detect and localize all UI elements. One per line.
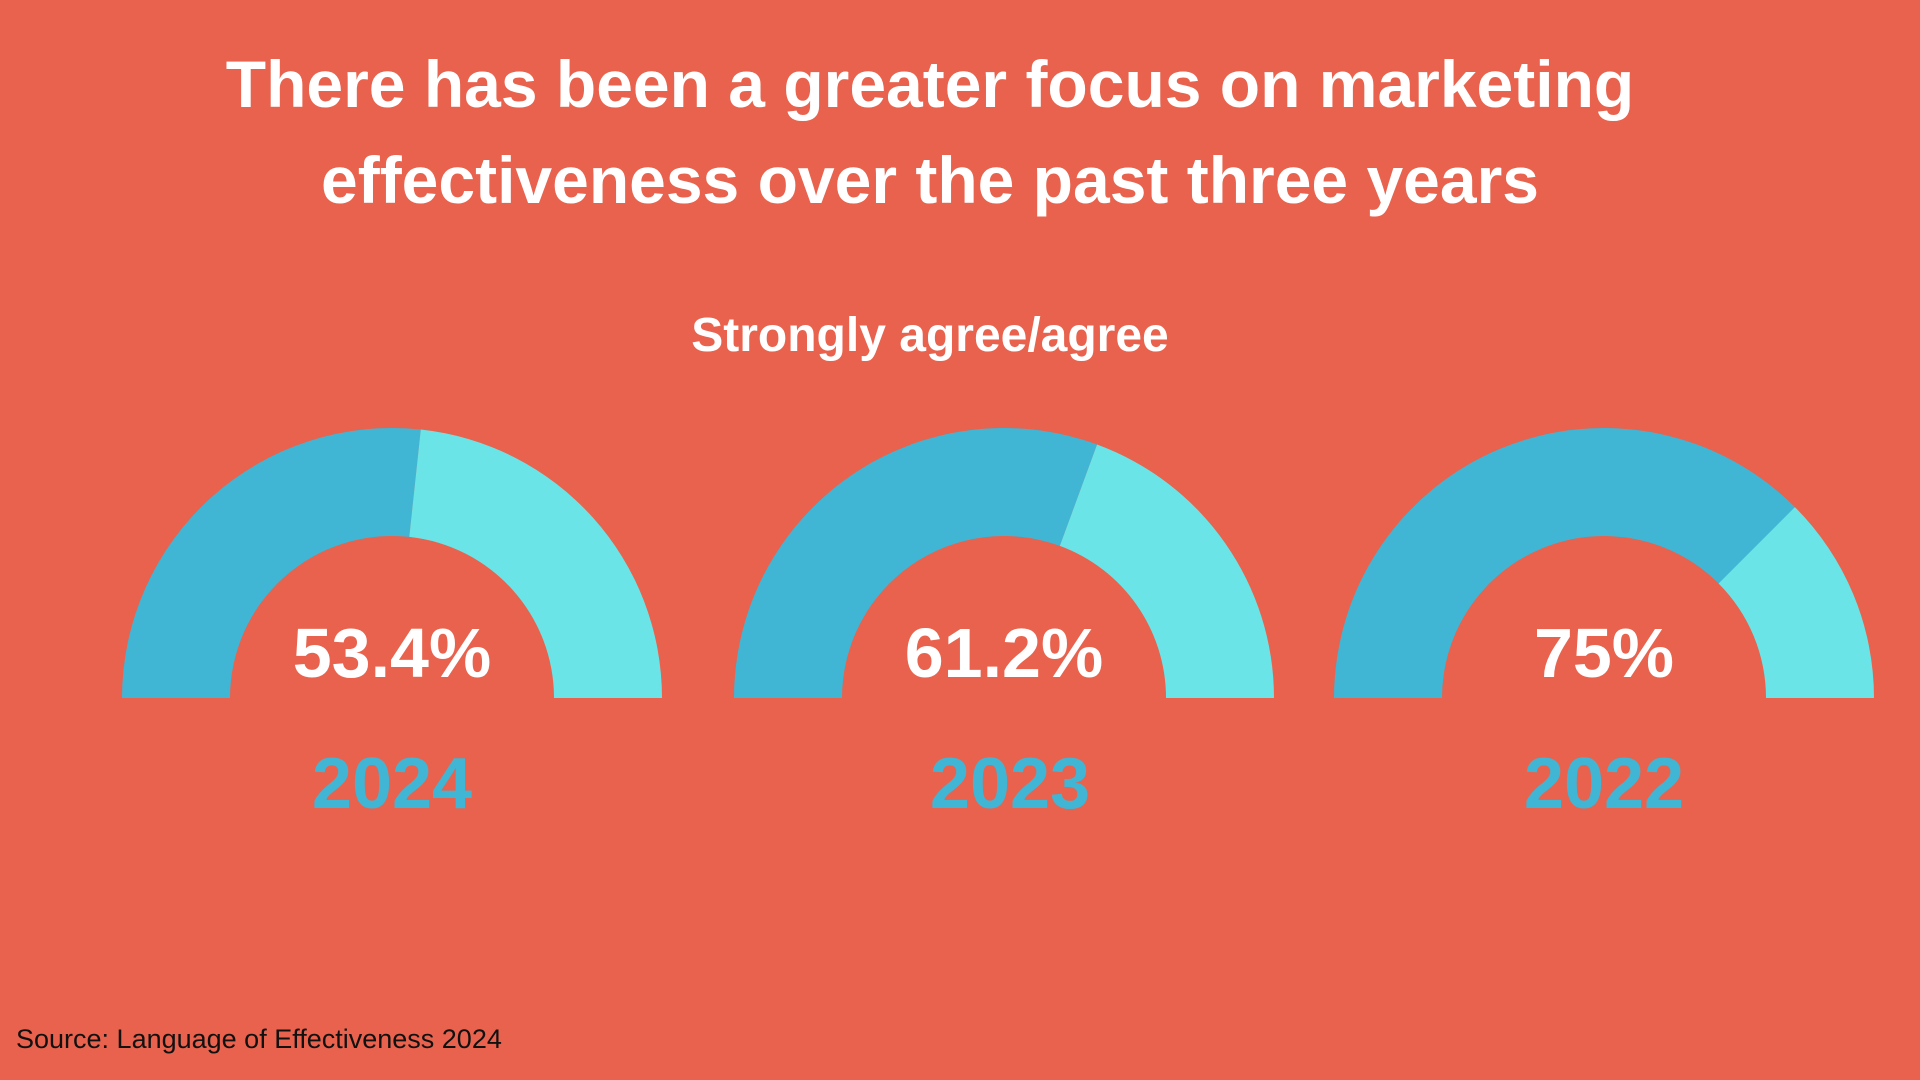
gauge-year-label: 2024 xyxy=(312,744,472,824)
gauge-value-label: 75% xyxy=(1534,614,1674,692)
gauge-year-label: 2022 xyxy=(1524,744,1684,824)
chart-subtitle: Strongly agree/agree xyxy=(691,309,1169,362)
gauge-remaining-arc xyxy=(1059,444,1274,698)
chart-title: There has been a greater focus on market… xyxy=(225,47,1635,217)
source-note: Source: Language of Effectiveness 2024 xyxy=(16,1024,502,1054)
gauge-value-label: 61.2% xyxy=(905,614,1103,692)
gauge-filled-arc xyxy=(734,428,1098,698)
gauge-value-label: 53.4% xyxy=(293,614,491,692)
gauge-filled-arc xyxy=(1334,428,1795,698)
gauge-filled-arc xyxy=(122,427,421,698)
gauge-remaining-arc xyxy=(409,429,662,698)
gauge-year-label: 2023 xyxy=(930,744,1090,824)
gauge-remaining-arc xyxy=(1718,507,1874,698)
